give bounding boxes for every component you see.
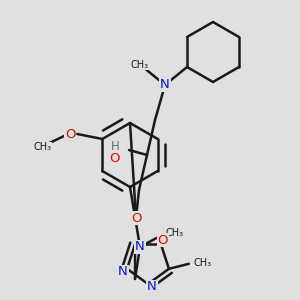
Text: H: H bbox=[111, 140, 119, 154]
Text: O: O bbox=[65, 128, 76, 140]
Text: O: O bbox=[110, 152, 120, 164]
Text: CH₃: CH₃ bbox=[166, 228, 184, 238]
Text: CH₃: CH₃ bbox=[194, 258, 212, 268]
Text: O: O bbox=[131, 212, 141, 224]
Text: N: N bbox=[135, 241, 145, 254]
Text: O: O bbox=[158, 234, 168, 247]
Text: N: N bbox=[118, 265, 128, 278]
Text: CH₃: CH₃ bbox=[33, 142, 51, 152]
Text: N: N bbox=[147, 280, 157, 293]
Text: N: N bbox=[160, 79, 170, 92]
Text: CH₃: CH₃ bbox=[131, 60, 149, 70]
